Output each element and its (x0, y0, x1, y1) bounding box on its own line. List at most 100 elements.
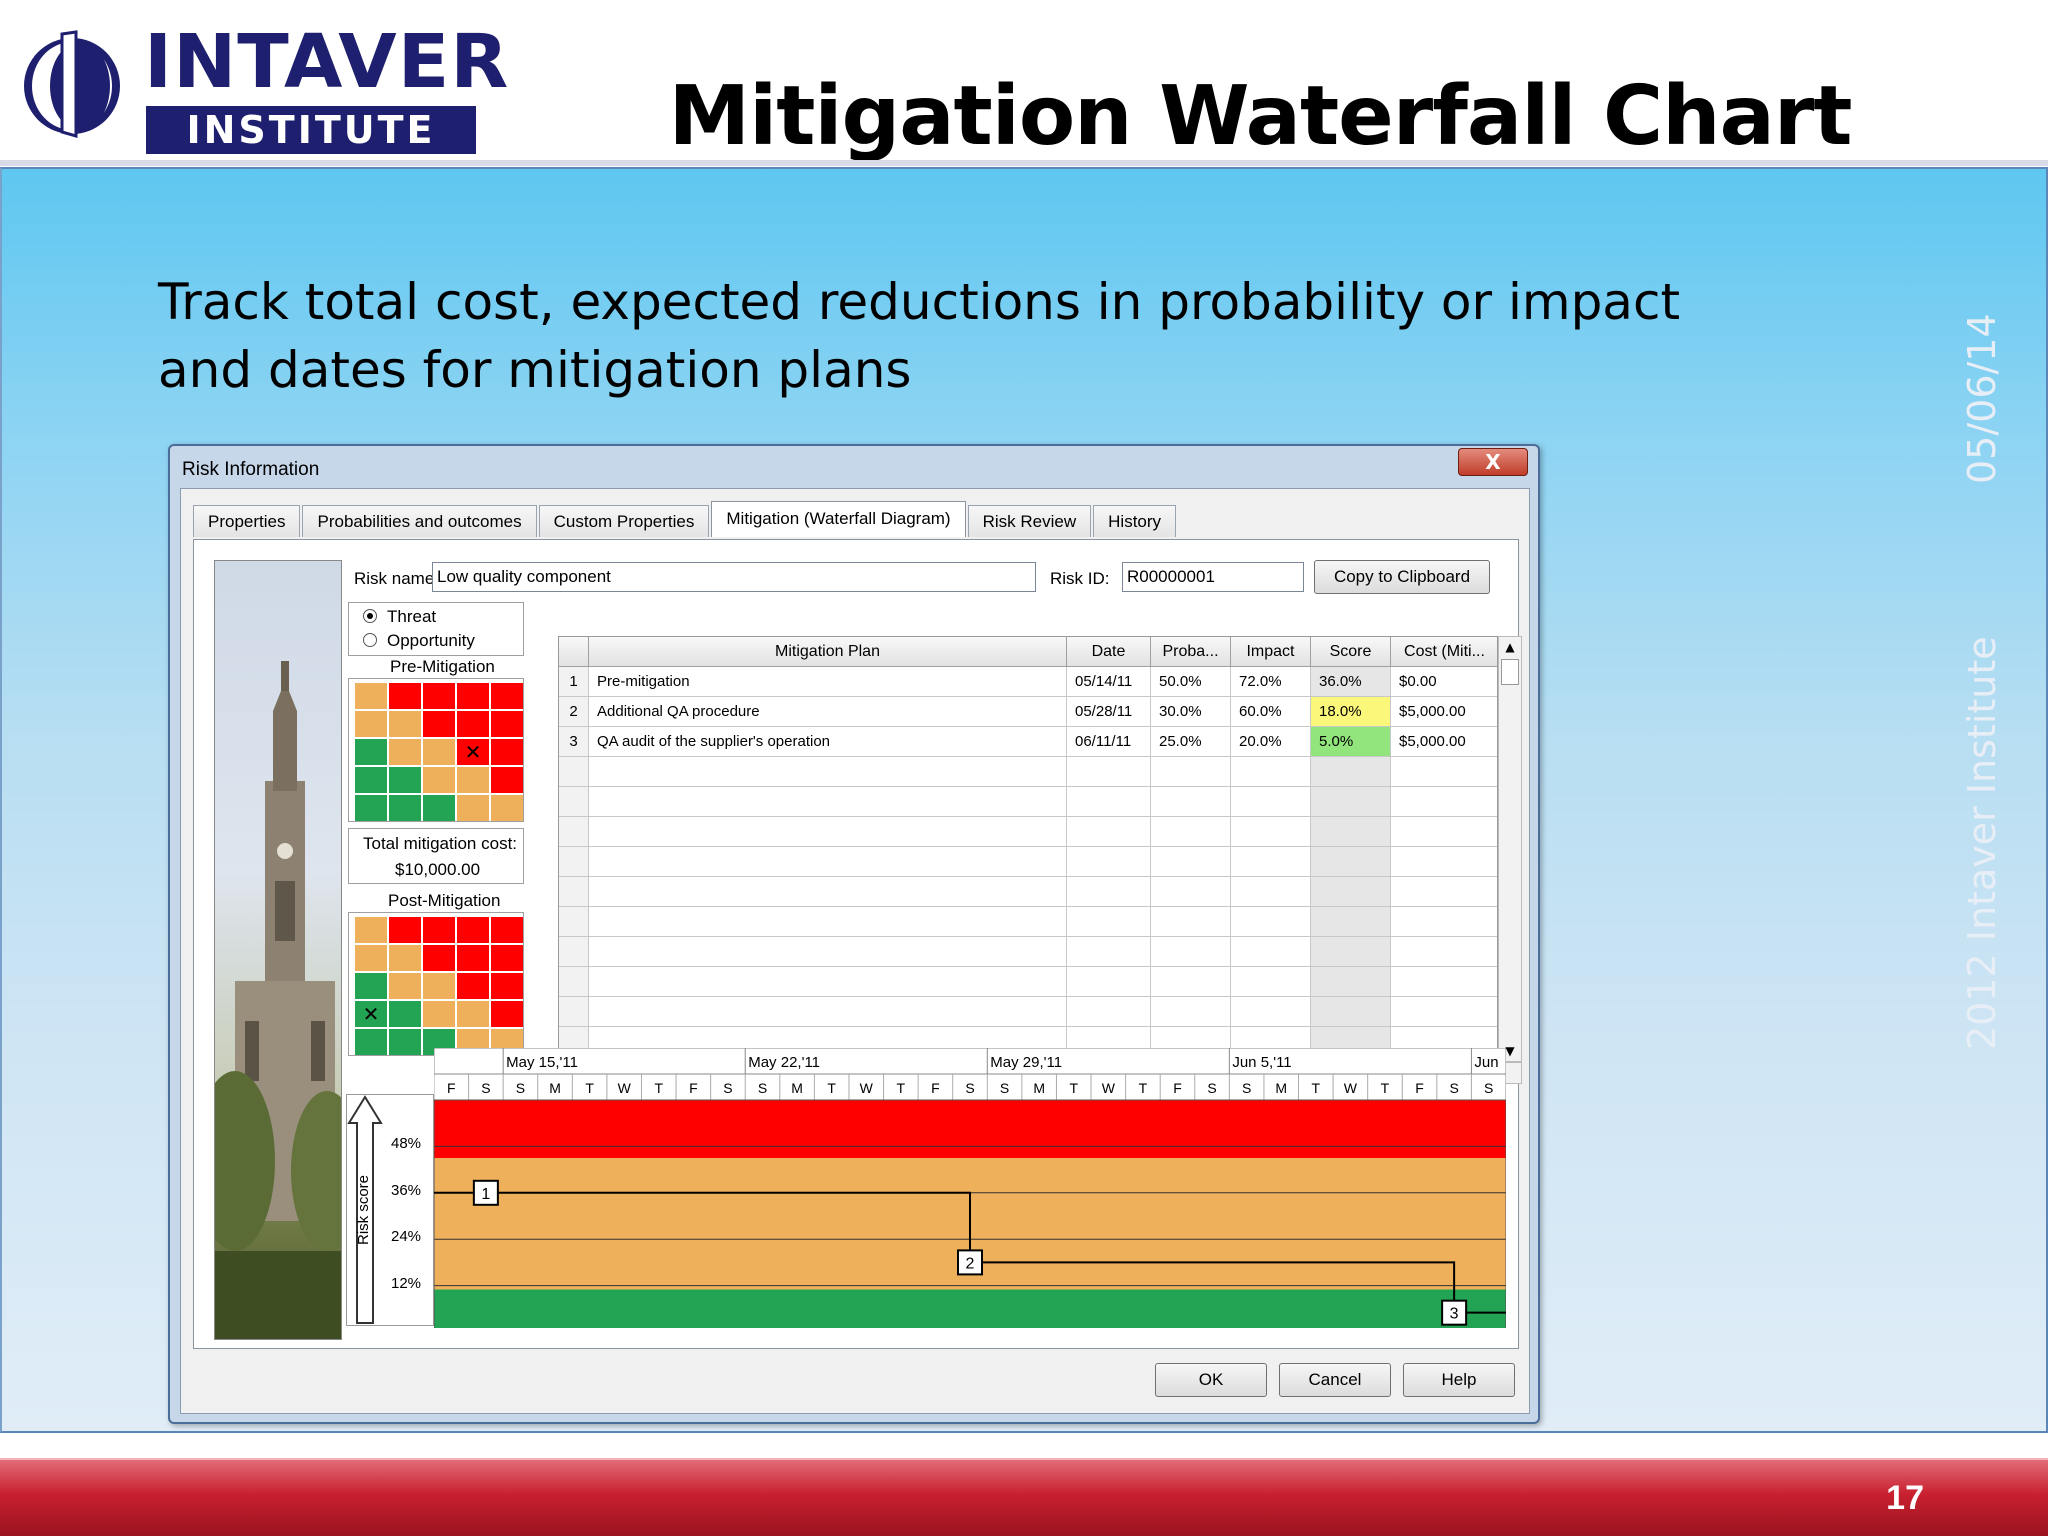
threat-radio[interactable] (363, 609, 377, 623)
table-cell-impact[interactable] (1231, 907, 1311, 937)
table-cell-plan[interactable] (589, 847, 1067, 877)
table-cell-score[interactable] (1311, 847, 1391, 877)
help-button[interactable]: Help (1403, 1363, 1515, 1397)
table-cell-date[interactable] (1067, 997, 1151, 1027)
table-cell-prob[interactable]: 50.0% (1151, 667, 1231, 697)
table-row[interactable]: 3 QA audit of the supplier's operation 06/… (559, 727, 1497, 757)
table-cell-impact[interactable] (1231, 997, 1311, 1027)
table-cell-num[interactable] (559, 907, 589, 937)
table-cell-score[interactable] (1311, 877, 1391, 907)
table-cell-plan[interactable] (589, 937, 1067, 967)
table-cell-cost[interactable]: $5,000.00 (1391, 727, 1497, 757)
table-cell-num[interactable] (559, 787, 589, 817)
table-cell-date[interactable]: 05/14/11 (1067, 667, 1151, 697)
table-cell-impact[interactable]: 60.0% (1231, 697, 1311, 727)
table-cell-plan[interactable] (589, 997, 1067, 1027)
table-row[interactable] (559, 817, 1497, 847)
table-cell-date[interactable] (1067, 967, 1151, 997)
scroll-up-icon[interactable]: ▲ (1505, 640, 1515, 654)
table-row[interactable]: 1 Pre-mitigation 05/14/11 50.0% 72.0% 36.0% $0… (559, 667, 1497, 697)
table-cell-prob[interactable] (1151, 757, 1231, 787)
tab-properties[interactable]: Properties (193, 505, 301, 537)
table-cell-cost[interactable] (1391, 907, 1497, 937)
table-cell-plan[interactable] (589, 967, 1067, 997)
table-cell-impact[interactable] (1231, 757, 1311, 787)
tab-risk-review[interactable]: Risk Review (967, 505, 1092, 537)
mitigation-plan-header[interactable]: Mitigation Plan (589, 637, 1067, 667)
cost-header[interactable]: Cost (Miti... (1391, 637, 1497, 667)
table-row[interactable] (559, 787, 1497, 817)
table-cell-num[interactable]: 1 (559, 667, 589, 697)
table-cell-score[interactable] (1311, 817, 1391, 847)
table-cell-cost[interactable]: $5,000.00 (1391, 697, 1497, 727)
tab-probabilities-and-outcomes[interactable]: Probabilities and outcomes (302, 505, 537, 537)
table-row[interactable] (559, 877, 1497, 907)
tab-custom-properties[interactable]: Custom Properties (538, 505, 710, 537)
risk-id-input[interactable]: R00000001 (1122, 562, 1304, 592)
table-cell-plan[interactable]: Pre-mitigation (589, 667, 1067, 697)
vertical-scrollbar[interactable]: ▲ ▼ (1498, 636, 1522, 1062)
cancel-button[interactable]: Cancel (1279, 1363, 1391, 1397)
table-cell-cost[interactable] (1391, 757, 1497, 787)
date-header[interactable]: Date (1067, 637, 1151, 667)
table-cell-cost[interactable] (1391, 967, 1497, 997)
table-cell-prob[interactable] (1151, 877, 1231, 907)
table-cell-cost[interactable] (1391, 787, 1497, 817)
table-cell-num[interactable]: 2 (559, 697, 589, 727)
table-cell-impact[interactable] (1231, 937, 1311, 967)
table-row[interactable] (559, 907, 1497, 937)
copy-to-clipboard-button[interactable]: Copy to Clipboard (1314, 560, 1490, 594)
table-cell-num[interactable]: 3 (559, 727, 589, 757)
tab-mitigation-waterfall-diagram[interactable]: Mitigation (Waterfall Diagram) (711, 501, 966, 537)
table-cell-prob[interactable] (1151, 847, 1231, 877)
impact-header[interactable]: Impact (1231, 637, 1311, 667)
table-cell-prob[interactable] (1151, 967, 1231, 997)
scroll-down-icon[interactable]: ▼ (1505, 1044, 1515, 1058)
table-cell-prob[interactable] (1151, 787, 1231, 817)
table-cell-date[interactable] (1067, 817, 1151, 847)
table-cell-prob[interactable]: 30.0% (1151, 697, 1231, 727)
table-cell-num[interactable] (559, 757, 589, 787)
table-cell-cost[interactable]: $0.00 (1391, 667, 1497, 697)
table-cell-prob[interactable] (1151, 937, 1231, 967)
table-cell-cost[interactable] (1391, 817, 1497, 847)
table-row[interactable] (559, 997, 1497, 1027)
table-cell-date[interactable] (1067, 757, 1151, 787)
table-cell-num[interactable] (559, 877, 589, 907)
table-row[interactable] (559, 967, 1497, 997)
table-cell-prob[interactable] (1151, 817, 1231, 847)
table-cell-date[interactable]: 06/11/11 (1067, 727, 1151, 757)
table-cell-date[interactable] (1067, 877, 1151, 907)
table-cell-score[interactable] (1311, 907, 1391, 937)
table-cell-cost[interactable] (1391, 847, 1497, 877)
table-cell-impact[interactable] (1231, 817, 1311, 847)
table-cell-plan[interactable] (589, 907, 1067, 937)
table-cell-prob[interactable] (1151, 997, 1231, 1027)
table-cell-num[interactable] (559, 997, 589, 1027)
table-cell-num[interactable] (559, 817, 589, 847)
table-cell-num[interactable] (559, 967, 589, 997)
table-cell-num[interactable] (559, 847, 589, 877)
table-cell-score[interactable] (1311, 937, 1391, 967)
table-cell-impact[interactable] (1231, 787, 1311, 817)
table-cell-date[interactable]: 05/28/11 (1067, 697, 1151, 727)
table-cell-score[interactable] (1311, 787, 1391, 817)
risk-name-input[interactable]: Low quality component (432, 562, 1036, 592)
row-number-header[interactable] (559, 637, 589, 667)
table-cell-impact[interactable]: 72.0% (1231, 667, 1311, 697)
scroll-thumb[interactable] (1501, 659, 1519, 685)
table-cell-plan[interactable] (589, 877, 1067, 907)
table-cell-cost[interactable] (1391, 877, 1497, 907)
table-row[interactable] (559, 937, 1497, 967)
table-cell-date[interactable] (1067, 907, 1151, 937)
ok-button[interactable]: OK (1155, 1363, 1267, 1397)
table-cell-date[interactable] (1067, 847, 1151, 877)
table-row[interactable] (559, 847, 1497, 877)
probability-header[interactable]: Proba... (1151, 637, 1231, 667)
table-cell-impact[interactable] (1231, 877, 1311, 907)
tab-history[interactable]: History (1093, 505, 1177, 537)
table-cell-cost[interactable] (1391, 937, 1497, 967)
table-cell-num[interactable] (559, 937, 589, 967)
table-cell-prob[interactable] (1151, 907, 1231, 937)
table-cell-impact[interactable] (1231, 847, 1311, 877)
